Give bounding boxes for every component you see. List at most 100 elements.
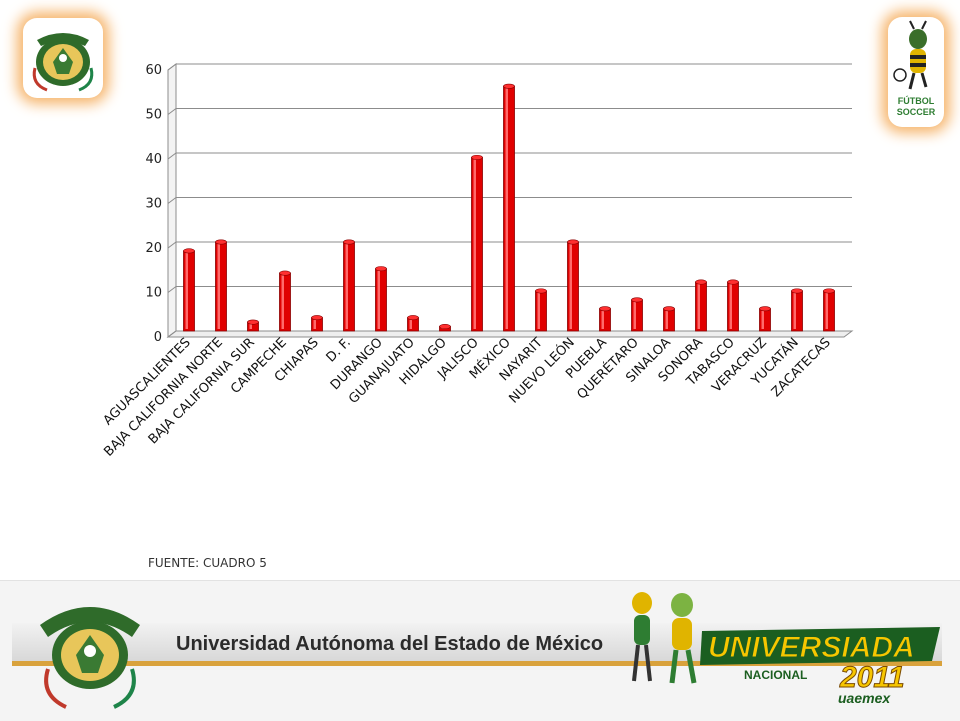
bar-top [600,307,611,311]
bar [472,155,483,331]
floor [168,331,852,337]
y-axis-ticks: 0 10 20 30 40 50 60 [145,63,162,345]
bar-highlight [826,293,829,329]
bar-top [216,240,227,244]
bar [664,307,675,331]
y-tick-label: 10 [145,286,162,301]
bar [504,84,515,331]
y-tick-label: 20 [145,241,162,256]
bar-highlight [186,253,189,329]
bar-top [632,298,643,302]
bar-body [824,291,835,331]
bar-body [728,282,739,331]
bar-highlight [218,244,221,329]
y-tick-label: 40 [145,152,162,167]
bar-top [344,240,355,244]
bar-body [600,309,611,331]
bar [344,240,355,331]
university-emblem-icon [26,585,154,713]
bar-top [568,240,579,244]
source-note: FUENTE: CUADRO 5 [148,556,267,570]
bar-top [728,280,739,284]
bar-top [184,249,195,253]
bar-highlight [314,320,317,329]
bar-top [440,324,451,328]
bar-top [248,320,259,324]
bar-body [760,309,771,331]
universiada-wordmark: UNIVERSIADA [708,631,915,664]
bar [248,320,259,331]
bar-body [184,251,195,331]
bar [536,289,547,331]
universiada-logo: UNIVERSIADA NACIONAL 2011 uaemex [700,621,945,706]
bar [376,267,387,332]
bar [216,240,227,331]
bar-highlight [730,284,733,329]
bar-body [792,291,803,331]
bar [632,298,643,331]
bar-highlight [410,320,413,329]
bar-highlight [602,311,605,329]
bar [824,289,835,331]
bar [568,240,579,331]
bar-highlight [634,302,637,329]
bar-body [216,242,227,331]
bar-top [824,289,835,293]
bar [792,289,803,331]
bar-body [536,291,547,331]
bar-top [664,307,675,311]
bar-body [696,282,707,331]
bar-body [664,309,675,331]
bar-top [376,267,387,271]
bar-highlight [762,311,765,329]
bar-top [280,271,291,275]
bar [600,307,611,331]
bar [728,280,739,331]
bar-top [472,155,483,159]
bar [312,315,323,331]
bars [184,84,835,331]
bar [184,249,195,331]
bar-body [376,269,387,331]
bar-highlight [378,271,381,329]
bar-body [632,300,643,331]
bar [440,324,451,331]
bar-highlight [250,324,253,329]
bar-top [792,289,803,293]
bar-body [568,242,579,331]
bar-highlight [346,244,349,329]
bar-top [536,289,547,293]
bar-highlight [698,284,701,329]
bar-top [312,315,323,319]
bar-body [344,242,355,331]
bar-body [472,157,483,331]
footer-banner: Universidad Autónoma del Estado de Méxic… [0,580,960,721]
universiada-host: uaemex [838,690,891,706]
bar-highlight [506,88,509,329]
y-tick-label: 50 [145,108,162,123]
bar [408,315,419,331]
y-tick-label: 0 [154,330,162,345]
bar-highlight [794,293,797,329]
bar-top [408,315,419,319]
bee-mascots-icon [612,583,712,693]
bar-highlight [570,244,573,329]
y-tick-label: 60 [145,63,162,78]
bar-highlight [538,293,541,329]
bar-body [504,86,515,331]
bar-body [280,273,291,331]
bar-highlight [666,311,669,329]
university-name: Universidad Autónoma del Estado de Méxic… [176,633,603,656]
y-tick-label: 30 [145,197,162,212]
bar-top [696,280,707,284]
bar-highlight [474,159,477,329]
bar [760,307,771,331]
bar-top [504,84,515,88]
bar [280,271,291,331]
bar-highlight [282,275,285,329]
universiada-subtitle: NACIONAL [744,668,807,682]
bar [696,280,707,331]
bar-top [760,307,771,311]
